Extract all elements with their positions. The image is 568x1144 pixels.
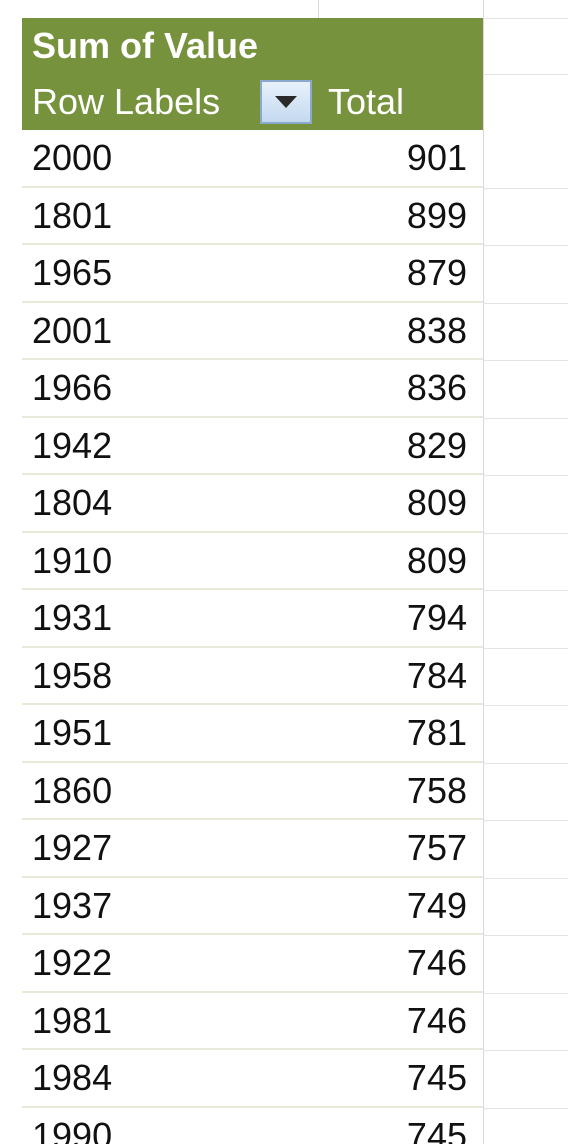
grid-line — [483, 245, 568, 246]
row-label-cell[interactable]: 1951 — [32, 712, 113, 753]
row-total-cell[interactable]: 746 — [406, 942, 467, 983]
row-total-cell[interactable]: 838 — [406, 309, 467, 351]
row-labels-filter-button[interactable] — [260, 80, 312, 124]
pivot-row[interactable]: 1990 745 — [22, 1107, 483, 1144]
row-label-cell[interactable]: 1860 — [32, 769, 113, 811]
row-label-cell[interactable]: 1931 — [32, 597, 113, 638]
row-total-cell[interactable]: 745 — [406, 1114, 467, 1144]
pivot-value-field-label: Sum of Value — [32, 25, 259, 66]
row-label-cell[interactable]: 1942 — [32, 424, 113, 466]
pivot-row[interactable]: 1910 809 — [22, 532, 483, 590]
pivot-row[interactable]: 1958 784 — [22, 647, 483, 705]
grid-line — [483, 762, 568, 764]
row-label-cell[interactable]: 1990 — [32, 1114, 113, 1144]
row-total-cell[interactable]: 879 — [406, 252, 467, 293]
row-label-cell[interactable]: 1966 — [32, 367, 113, 408]
row-total-cell[interactable]: 745 — [406, 1057, 467, 1098]
row-total-cell[interactable]: 794 — [406, 597, 467, 638]
row-label-cell[interactable]: 2001 — [32, 309, 113, 351]
row-total-cell[interactable]: 781 — [406, 712, 467, 753]
grid-line — [483, 877, 568, 879]
total-column-header: Total — [328, 81, 405, 122]
row-total-cell[interactable]: 809 — [406, 539, 467, 581]
row-total-cell[interactable]: 836 — [406, 367, 467, 408]
grid-line — [483, 475, 568, 476]
grid-line — [483, 820, 568, 821]
row-total-cell[interactable]: 784 — [406, 654, 467, 696]
row-label-cell[interactable]: 1958 — [32, 654, 113, 696]
row-total-cell[interactable]: 746 — [406, 999, 467, 1041]
pivot-row[interactable]: 1951 781 — [22, 705, 483, 763]
pivot-row[interactable]: 1922 746 — [22, 935, 483, 993]
pivot-table-body: 2000 901 1801 899 1965 879 2001 838 1966 836 1942 8… — [22, 130, 483, 1144]
pivot-row[interactable]: 1804 809 — [22, 475, 483, 533]
pivot-row[interactable]: 1927 757 — [22, 820, 483, 878]
row-label-cell[interactable]: 1801 — [32, 194, 113, 236]
dropdown-arrow-icon — [275, 96, 297, 108]
pivot-table-header: Sum of Value Row Labels Total — [22, 18, 483, 130]
grid-line — [483, 74, 568, 75]
grid-line — [483, 590, 568, 591]
row-label-cell[interactable]: 1910 — [32, 539, 113, 581]
pivot-row[interactable]: 1931 794 — [22, 590, 483, 648]
row-label-cell[interactable]: 1927 — [32, 827, 113, 868]
pivot-row[interactable]: 2001 838 — [22, 302, 483, 360]
row-total-cell[interactable]: 809 — [406, 482, 467, 523]
grid-line — [483, 705, 568, 706]
grid-line — [483, 532, 568, 534]
grid-line — [318, 0, 319, 18]
row-total-cell[interactable]: 901 — [406, 137, 467, 178]
row-label-cell[interactable]: 1922 — [32, 942, 113, 983]
pivot-row[interactable]: 1942 829 — [22, 417, 483, 475]
grid-line — [483, 647, 568, 649]
row-total-cell[interactable]: 749 — [406, 884, 467, 926]
row-label-cell[interactable]: 1984 — [32, 1057, 113, 1098]
row-label-cell[interactable]: 1804 — [32, 482, 113, 523]
row-label-cell[interactable]: 1937 — [32, 884, 113, 926]
grid-line — [483, 187, 568, 189]
row-label-cell[interactable]: 1965 — [32, 252, 113, 293]
pivot-row[interactable]: 1860 758 — [22, 762, 483, 820]
pivot-row[interactable]: 1981 746 — [22, 992, 483, 1050]
pivot-row[interactable]: 1937 749 — [22, 877, 483, 935]
grid-line — [483, 0, 484, 1144]
pivot-row[interactable]: 1984 745 — [22, 1050, 483, 1108]
row-total-cell[interactable]: 757 — [406, 827, 467, 868]
grid-line — [483, 18, 568, 19]
row-total-cell[interactable]: 758 — [406, 769, 467, 811]
pivot-row[interactable]: 1801 899 — [22, 187, 483, 245]
pivot-row[interactable]: 1965 879 — [22, 245, 483, 303]
row-total-cell[interactable]: 829 — [406, 424, 467, 466]
grid-line — [483, 935, 568, 936]
grid-line — [483, 1107, 568, 1109]
row-label-cell[interactable]: 1981 — [32, 999, 113, 1041]
grid-line — [483, 417, 568, 419]
grid-line — [483, 360, 568, 361]
pivot-row[interactable]: 1966 836 — [22, 360, 483, 418]
pivot-row[interactable]: 2000 901 — [22, 130, 483, 188]
grid-line — [483, 992, 568, 994]
row-total-cell[interactable]: 899 — [406, 194, 467, 236]
row-labels-header: Row Labels — [32, 81, 221, 122]
row-label-cell[interactable]: 2000 — [32, 137, 113, 178]
grid-line — [483, 1050, 568, 1051]
grid-line — [483, 302, 568, 304]
